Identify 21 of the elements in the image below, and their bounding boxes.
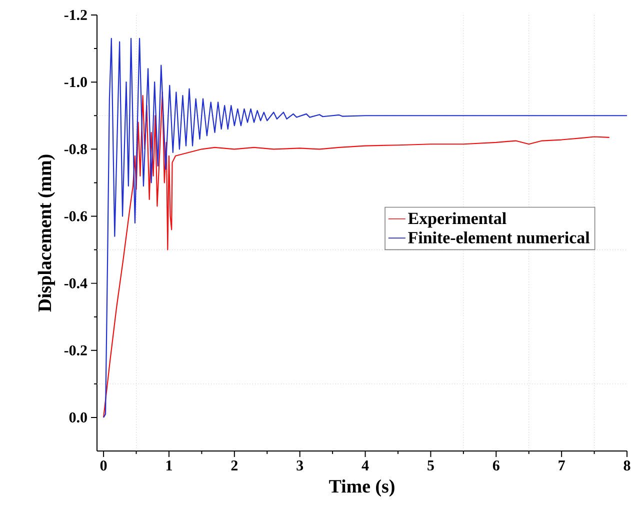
legend-label: Experimental — [408, 212, 506, 228]
y-tick-label: -1.0 — [64, 77, 87, 88]
x-tick-label: 4 — [362, 460, 369, 470]
x-tick-label: 5 — [428, 460, 434, 470]
x-axis-title: Time (s) — [329, 479, 394, 497]
x-tick-label: 6 — [492, 460, 500, 471]
x-tick-label: 1 — [166, 460, 172, 470]
x-tick-label: 3 — [296, 460, 304, 471]
x-tick-label: 2 — [231, 460, 238, 470]
legend-label: Finite-element numerical — [408, 231, 590, 244]
y-tick-label: 0.0 — [69, 412, 87, 423]
y-tick-label: -0.8 — [64, 144, 87, 154]
x-tick-label: 0 — [100, 460, 107, 471]
x-tick-label: 8 — [624, 460, 630, 471]
y-tick-label: -0.6 — [64, 211, 88, 222]
line-series — [102, 38, 628, 418]
y-tick-label: -1.2 — [64, 10, 87, 20]
y-axis-title: Displacement (mm) — [38, 154, 56, 312]
y-tick-label: -0.2 — [64, 345, 87, 356]
y-tick-label: -0.4 — [64, 278, 88, 288]
x-tick-label: 7 — [558, 460, 565, 470]
